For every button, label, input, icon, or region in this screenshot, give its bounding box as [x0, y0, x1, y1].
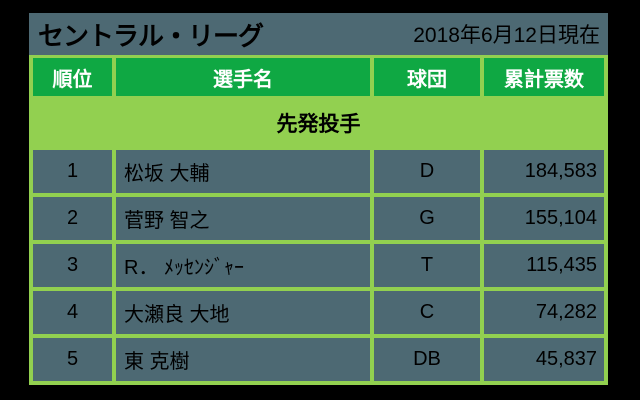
column-header-rank: 順位 — [33, 58, 112, 96]
row4-votes: 74,282 — [484, 291, 604, 334]
row3-player: R． ﾒｯｾﾝｼﾞｬｰ — [116, 244, 370, 287]
results-table: 順位 選手名 球団 累計票数 先発投手 1 松坂 大輔 D 184,583 2 … — [29, 55, 608, 385]
row3-rank: 3 — [33, 244, 112, 287]
column-header-votes: 累計票数 — [484, 58, 604, 96]
column-header-player: 選手名 — [116, 58, 370, 96]
column-header-team: 球団 — [374, 58, 480, 96]
row2-team: G — [374, 197, 480, 240]
row2-votes: 155,104 — [484, 197, 604, 240]
row5-rank: 5 — [33, 338, 112, 381]
voting-results-panel: セントラル・リーグ 2018年6月12日現在 順位 選手名 球団 累計票数 先発… — [29, 13, 608, 385]
row5-votes: 45,837 — [484, 338, 604, 381]
row4-rank: 4 — [33, 291, 112, 334]
as-of-date: 2018年6月12日現在 — [413, 24, 600, 47]
row5-player: 東 克樹 — [116, 338, 370, 381]
row2-rank: 2 — [33, 197, 112, 240]
row3-votes: 115,435 — [484, 244, 604, 287]
row1-team: D — [374, 150, 480, 193]
row1-player: 松坂 大輔 — [116, 150, 370, 193]
row4-player: 大瀬良 大地 — [116, 291, 370, 334]
row2-player: 菅野 智之 — [116, 197, 370, 240]
row3-team: T — [374, 244, 480, 287]
title-bar: セントラル・リーグ 2018年6月12日現在 — [29, 13, 608, 55]
row1-rank: 1 — [33, 150, 112, 193]
league-title: セントラル・リーグ — [38, 20, 264, 51]
section-header-starting-pitcher: 先発投手 — [33, 100, 604, 146]
row5-team: DB — [374, 338, 480, 381]
row4-team: C — [374, 291, 480, 334]
row1-votes: 184,583 — [484, 150, 604, 193]
